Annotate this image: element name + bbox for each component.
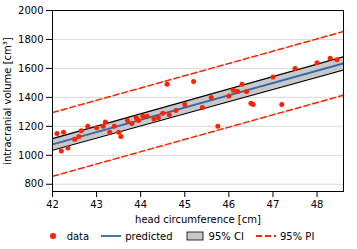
html-text:data: data xyxy=(66,230,90,242)
svg-text:47: 47 xyxy=(267,199,280,210)
svg-text:head circumference [cm]: head circumference [cm] xyxy=(135,214,261,225)
svg-text:42: 42 xyxy=(46,199,59,210)
html-text:95% CI: 95% CI xyxy=(208,230,244,242)
html-text:95% PI: 95% PI xyxy=(280,230,315,242)
svg-text:46: 46 xyxy=(222,199,235,210)
svg-text:1200: 1200 xyxy=(18,121,43,132)
svg-text:43: 43 xyxy=(90,199,103,210)
svg-text:44: 44 xyxy=(134,199,147,210)
svg-text:48: 48 xyxy=(311,199,324,210)
svg-text:intracranial volume [cm³]: intracranial volume [cm³] xyxy=(2,37,13,165)
svg-text:2000: 2000 xyxy=(18,5,43,16)
svg-text:1000: 1000 xyxy=(18,150,43,161)
svg-text:1600: 1600 xyxy=(18,63,43,74)
svg-text:800: 800 xyxy=(24,178,43,189)
html-text:predicted: predicted xyxy=(125,230,173,242)
svg-text:1800: 1800 xyxy=(18,34,43,45)
svg-text:45: 45 xyxy=(178,199,191,210)
svg-text:1400: 1400 xyxy=(18,92,43,103)
